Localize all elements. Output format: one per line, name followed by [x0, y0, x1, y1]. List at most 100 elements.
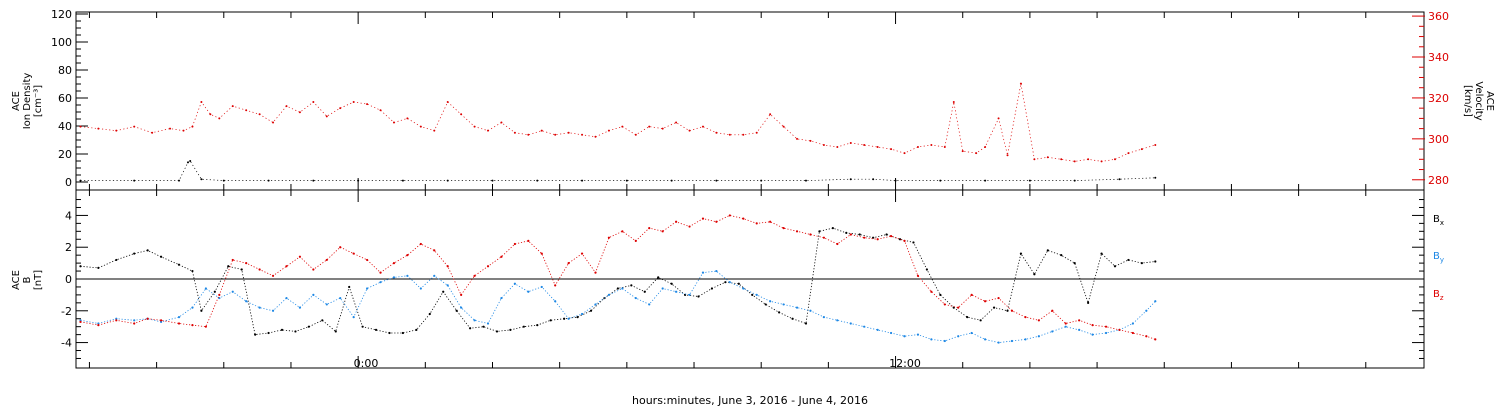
- velocity-data-point: [79, 125, 82, 128]
- bz-data-point: [648, 227, 651, 230]
- velocity-data-point: [352, 101, 355, 104]
- velocity-tick-label: 320: [1428, 92, 1449, 105]
- density-data-point: [984, 179, 987, 182]
- by-data-point: [795, 306, 799, 309]
- bx-data-point: [576, 316, 579, 319]
- legend-bx-subscript: x: [1440, 219, 1444, 227]
- bz-data-point: [392, 262, 396, 265]
- velocity-data-point: [822, 143, 825, 146]
- velocity-data-point: [406, 117, 409, 120]
- by-data-point: [984, 338, 987, 341]
- bz-data-point: [957, 306, 960, 309]
- bz-data-point: [1078, 319, 1081, 322]
- bz-data-point: [997, 296, 1000, 300]
- by-data-point: [1064, 325, 1067, 328]
- by-data-point: [1051, 330, 1054, 333]
- bz-data-point: [433, 249, 436, 252]
- by-data-point: [580, 312, 584, 316]
- bx-data-point: [536, 323, 539, 327]
- velocity-tick-label: 340: [1428, 51, 1449, 64]
- density-axis-label: ACEIon Density[cm⁻³]: [11, 73, 44, 130]
- bz-data-point: [298, 255, 302, 258]
- by-data-point: [473, 319, 476, 322]
- bz-data-point: [661, 230, 664, 233]
- bz-data-point: [809, 233, 812, 236]
- bz-data-point: [634, 239, 637, 242]
- by-data-point: [271, 309, 275, 312]
- bx-data-point: [791, 317, 794, 320]
- velocity-data-point: [513, 131, 516, 134]
- density-data-point: [267, 179, 270, 182]
- by-data-point: [325, 303, 328, 306]
- by-data-point: [159, 320, 163, 324]
- bz-data-point: [540, 252, 543, 255]
- legend-bx: Bx: [1433, 214, 1444, 227]
- velocity-data-point: [433, 129, 436, 132]
- by-data-point: [1091, 333, 1094, 336]
- by-data-point: [849, 322, 852, 325]
- by-data-point: [1154, 300, 1157, 303]
- bx-data-point: [191, 269, 194, 273]
- top-panel-frame: [75, 11, 1425, 191]
- velocity-data-point: [245, 109, 248, 112]
- velocity-data-point: [151, 131, 154, 134]
- legend-bx-letter: B: [1433, 214, 1440, 225]
- by-data-point: [392, 276, 396, 279]
- by-data-point: [1037, 335, 1040, 338]
- velocity-data-point: [540, 129, 543, 132]
- bz-data-point: [580, 252, 584, 255]
- bx-data-point: [657, 276, 660, 279]
- density-data-point: [939, 179, 942, 182]
- bx-data-point: [361, 325, 364, 328]
- bx-data-point: [643, 290, 646, 293]
- by-data-point: [943, 339, 946, 343]
- bz-data-point: [1118, 328, 1121, 331]
- bx-data-point: [522, 325, 525, 328]
- velocity-data-point: [1087, 158, 1090, 161]
- bx-data-point: [764, 303, 767, 306]
- bz-data-point: [500, 255, 503, 258]
- bz-data-point: [146, 317, 149, 320]
- by-data-point: [339, 296, 342, 300]
- density-data-point: [625, 179, 628, 182]
- b-axis-label: ACEB[nT]: [11, 270, 44, 290]
- density-data-point: [760, 179, 763, 182]
- bz-data-point: [916, 274, 920, 277]
- bz-data-point: [1051, 309, 1054, 312]
- bx-data-point: [200, 309, 203, 312]
- bz-data-point: [79, 320, 82, 324]
- by-data-point: [715, 269, 718, 273]
- by-data-point: [527, 290, 530, 293]
- bz-data-point: [849, 233, 852, 236]
- by-data-point: [1010, 339, 1014, 343]
- density-axis-label-line: ACE: [11, 91, 22, 111]
- density-tick-label: 80: [58, 64, 72, 77]
- velocity-data-point: [487, 129, 490, 132]
- density-tick-label: 100: [51, 36, 72, 49]
- by-data-point: [204, 287, 207, 290]
- by-data-point: [930, 338, 933, 341]
- density-data-point: [536, 179, 539, 182]
- velocity-data-point: [1100, 160, 1103, 163]
- velocity-data-point: [133, 125, 136, 128]
- bz-data-point: [1154, 338, 1157, 341]
- bx-data-point: [227, 265, 230, 268]
- bz-data-point: [607, 236, 611, 239]
- velocity-data-point: [903, 152, 906, 155]
- bz-data-point: [795, 230, 799, 233]
- density-data-point: [670, 179, 673, 182]
- velocity-data-point: [952, 101, 955, 104]
- by-data-point: [245, 300, 248, 303]
- velocity-data-point: [298, 111, 301, 114]
- by-data-point: [258, 306, 261, 309]
- legend-bz: Bz: [1433, 289, 1444, 302]
- velocity-data-point: [366, 103, 369, 106]
- bz-data-point: [970, 293, 973, 296]
- bx-data-point: [1006, 309, 1009, 312]
- by-data-point: [648, 303, 651, 306]
- bx-data-point: [966, 316, 969, 319]
- by-data-point: [688, 293, 691, 296]
- bx-data-point: [495, 330, 499, 333]
- legend-bz-subscript: z: [1440, 294, 1444, 302]
- bx-data-point: [1087, 301, 1090, 304]
